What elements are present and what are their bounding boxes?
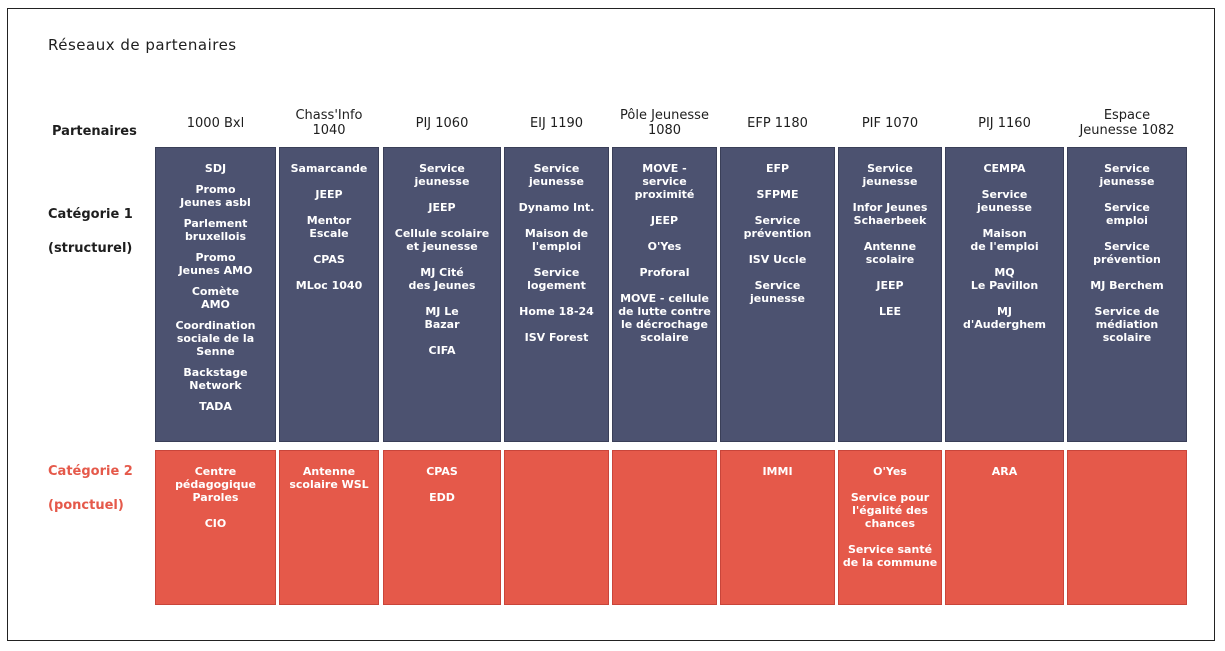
partner-item: Service jeunesse: [862, 162, 918, 188]
partner-item: Service prévention: [743, 214, 812, 240]
category-2-cell: O'Yes Service pour l'égalité des chances S…: [838, 450, 942, 605]
partner-item: Parlement bruxellois: [183, 217, 248, 243]
category-1-cell: MOVE - service proximité JEEP O'Yes Profora…: [612, 147, 717, 442]
partner-item: Mentor Escale: [306, 214, 352, 240]
category-2-cell: [612, 450, 717, 605]
partner-item: EDD: [429, 491, 455, 504]
partner-item: IMMI: [762, 465, 793, 478]
partner-item: MLoc 1040: [295, 279, 363, 292]
partner-item: MJ Berchem: [1090, 279, 1164, 292]
column-header: EIJ 1190: [529, 115, 584, 131]
partner-item: JEEP: [428, 201, 456, 214]
partner-item: MOVE - service proximité: [634, 162, 695, 201]
partner-item: Centre pédagogique Paroles: [175, 465, 256, 504]
partner-item: Service jeunesse: [1099, 162, 1155, 188]
category-1-cell: Service jeunesse Service emploi Service pr…: [1067, 147, 1187, 442]
row-label-cat2: Catégorie 2 (ponctuel): [48, 464, 133, 513]
partner-item: Maison de l'emploi: [524, 227, 589, 253]
page-title: Réseaux de partenaires: [48, 36, 237, 54]
partner-item: ISV Uccle: [748, 253, 807, 266]
column-header: 1000 Bxl: [186, 115, 245, 131]
partner-item: Cellule scolaire et jeunesse: [394, 227, 490, 253]
column-header: EFP 1180: [747, 115, 808, 131]
column-header: Chass'Info 1040: [295, 108, 363, 138]
partner-item: Service jeunesse: [977, 188, 1032, 214]
partner-item: Dynamo Int.: [518, 201, 595, 214]
partner-item: Service jeunesse: [414, 162, 470, 188]
partner-item: JEEP: [315, 188, 343, 201]
partner-item: Home 18-24: [519, 305, 594, 318]
partner-item: Promo Jeunes AMO: [178, 251, 253, 277]
column-header: Espace Jeunesse 1082: [1079, 108, 1175, 138]
category-1-cell: Service jeunesse Dynamo Int. Maison de l'e…: [504, 147, 609, 442]
page-frame: [7, 8, 1215, 641]
partner-item: MOVE - cellule de lutte contre le décroc…: [618, 292, 711, 344]
partner-item: LEE: [878, 305, 902, 318]
partner-item: CIFA: [428, 344, 456, 357]
partner-item: Coordination sociale de la Senne: [175, 319, 256, 358]
partner-item: Service pour l'égalité des chances: [850, 491, 930, 530]
partner-item: CIO: [204, 517, 227, 530]
partner-item: MJ d'Auderghem: [963, 305, 1046, 331]
partner-item: CPAS: [313, 253, 345, 266]
partner-item: Service logement: [527, 266, 586, 292]
partner-item: MQ Le Pavillon: [970, 266, 1039, 292]
column-header: PIJ 1060: [415, 115, 469, 131]
partner-item: Antenne scolaire WSL: [289, 465, 369, 491]
category-1-cell: CEMPA Service jeunesse Maison de l'emploi M…: [945, 147, 1064, 442]
partner-item: JEEP: [876, 279, 904, 292]
partner-item: SDJ: [204, 162, 227, 175]
category-1-cell: SDJ Promo Jeunes asbl Parlement bruxellois…: [155, 147, 276, 442]
partner-item: SFPME: [756, 188, 799, 201]
partner-item: JEEP: [650, 214, 679, 227]
partner-item: CEMPA: [983, 162, 1026, 175]
category-2-cell: Antenne scolaire WSL: [279, 450, 379, 605]
partner-item: MJ Cité des Jeunes: [408, 266, 476, 292]
category-2-cell: [504, 450, 609, 605]
category-1-cell: Service jeunesse JEEP Cellule scolaire et …: [383, 147, 501, 442]
column-header: PIF 1070: [861, 115, 919, 131]
row-label-cat1: Catégorie 1 (structurel): [48, 207, 133, 256]
partner-item: Samarcande: [290, 162, 368, 175]
partner-item: Service prévention: [1093, 240, 1161, 266]
row-label-partners: Partenaires: [52, 124, 137, 139]
partner-item: Service jeunesse: [750, 279, 805, 305]
category-2-cell: ARA: [945, 450, 1064, 605]
partner-item: Maison de l'emploi: [970, 227, 1039, 253]
partner-item: Service de médiation scolaire: [1094, 305, 1160, 344]
category-1-cell: Samarcande JEEP Mentor Escale CPAS MLoc 1040: [279, 147, 379, 442]
column-header: PIJ 1160: [978, 115, 1031, 131]
partner-item: O'Yes: [873, 465, 907, 478]
partner-item: MJ Le Bazar: [424, 305, 460, 331]
category-2-cell: CPAS EDD: [383, 450, 501, 605]
category-2-cell: IMMI: [720, 450, 835, 605]
partner-item: ISV Forest: [524, 331, 589, 344]
partner-item: Service emploi: [1104, 201, 1150, 227]
category-2-cell: Centre pédagogique Paroles CIO: [155, 450, 276, 605]
partner-item: Comète AMO: [191, 285, 240, 311]
category-1-cell: EFP SFPME Service prévention ISV Uccle Servi…: [720, 147, 835, 442]
partner-item: Backstage Network: [183, 366, 248, 392]
column-header: Pôle Jeunesse 1080: [620, 108, 709, 138]
category-1-cell: Service jeunesse Infor Jeunes Schaerbeek A…: [838, 147, 942, 442]
partner-item: ARA: [991, 465, 1018, 478]
partner-item: Service santé de la commune: [842, 543, 938, 569]
partner-item: Service jeunesse: [529, 162, 584, 188]
partner-item: Infor Jeunes Schaerbeek: [852, 201, 928, 227]
partner-item: Promo Jeunes asbl: [180, 183, 251, 209]
partner-item: CPAS: [426, 465, 458, 478]
category-2-cell: [1067, 450, 1187, 605]
partner-item: TADA: [199, 400, 232, 413]
partner-item: Proforal: [639, 266, 690, 279]
partner-item: EFP: [765, 162, 790, 175]
partner-item: O'Yes: [647, 240, 682, 253]
partner-item: Antenne scolaire: [863, 240, 917, 266]
